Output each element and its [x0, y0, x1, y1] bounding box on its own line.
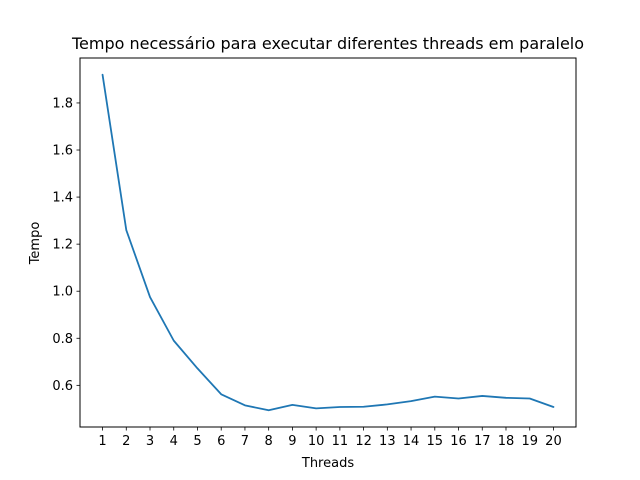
y-tick-label: 1.8	[52, 96, 73, 111]
x-tick-label: 7	[241, 434, 249, 449]
x-tick-label: 1	[98, 434, 106, 449]
x-tick-label: 6	[217, 434, 225, 449]
x-tick-label: 14	[403, 434, 420, 449]
x-tick-label: 10	[308, 434, 325, 449]
plot-frame	[79, 57, 577, 428]
y-tick-label: 1.4	[52, 191, 73, 206]
x-tick-label: 18	[498, 434, 515, 449]
y-tick-label: 0.6	[52, 379, 73, 394]
x-tick-label: 17	[474, 434, 491, 449]
y-axis-label: Tempo	[28, 222, 43, 266]
x-tick-label: 3	[146, 434, 154, 449]
x-tick-label: 15	[427, 434, 444, 449]
x-tick-label: 5	[193, 434, 201, 449]
x-axis-label: Threads	[301, 456, 354, 471]
x-tick-label: 9	[288, 434, 296, 449]
x-tick-label: 16	[450, 434, 467, 449]
y-tick-label: 1.6	[52, 144, 73, 159]
x-tick-label: 4	[170, 434, 178, 449]
chart-title: Tempo necessário para executar diferente…	[71, 34, 584, 53]
axis-ticks: 1 2 3 4 5 6 7 8 9 10 11 12 13 14 15 16 17 18 19 200.60.81.0…	[52, 96, 561, 449]
y-tick-label: 1.0	[52, 285, 73, 300]
x-tick-label: 2	[122, 434, 130, 449]
series-line	[101, 73, 555, 412]
x-tick-label: 20	[545, 434, 562, 449]
x-tick-label: 11	[332, 434, 349, 449]
x-tick-label: 13	[379, 434, 396, 449]
series-layer	[101, 73, 555, 412]
y-tick-label: 0.8	[52, 332, 73, 347]
x-tick-label: 8	[265, 434, 273, 449]
x-tick-label: 12	[355, 434, 372, 449]
y-tick-label: 1.2	[52, 238, 73, 253]
x-tick-label: 19	[521, 434, 538, 449]
